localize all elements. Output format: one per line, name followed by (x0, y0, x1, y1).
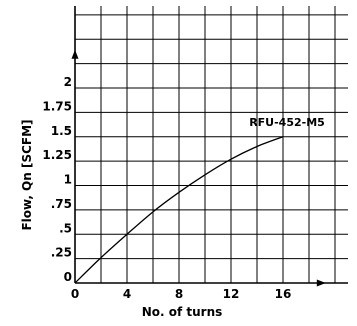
y-tick-label: 1.75 (42, 99, 72, 113)
y-tick-label: .5 (59, 221, 72, 235)
series-line (74, 136, 284, 284)
y-axis-arrow (71, 49, 79, 59)
y-tick-label: .25 (51, 246, 72, 260)
tick-labels: 0 4 8 12 16 0 .25 .5 .75 1 1.25 1.5 1.75 2 (42, 75, 291, 301)
series-label: RFU-452-M5 (249, 116, 325, 129)
y-tick-label: 1 (64, 173, 72, 187)
y-tick-label: 1.25 (42, 148, 72, 162)
axes (71, 6, 348, 287)
x-tick-label: 0 (71, 287, 79, 301)
grid (75, 6, 348, 283)
y-tick-label: .75 (51, 197, 72, 211)
series: RFU-452-M5 (74, 116, 325, 284)
y-tick-label: 1.5 (51, 124, 72, 138)
x-tick-label: 4 (123, 287, 131, 301)
y-axis-label: Flow, Qn [SCFM] (20, 119, 34, 230)
x-axis-label: No. of turns (142, 305, 223, 319)
x-tick-label: 8 (175, 287, 183, 301)
x-tick-label: 16 (275, 287, 292, 301)
y-tick-label: 2 (64, 75, 72, 89)
x-axis-arrow (316, 279, 326, 287)
y-tick-label: 0 (64, 270, 72, 284)
x-tick-label: 12 (223, 287, 240, 301)
